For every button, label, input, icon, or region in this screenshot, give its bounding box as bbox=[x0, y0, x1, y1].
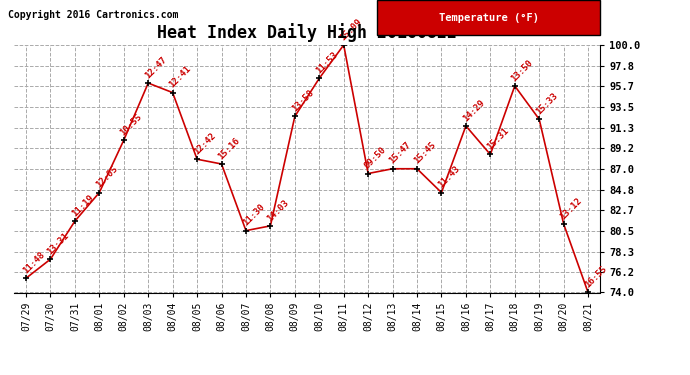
Text: 09:50: 09:50 bbox=[363, 145, 388, 171]
Text: 15:16: 15:16 bbox=[217, 136, 241, 161]
Text: 12:05: 12:05 bbox=[95, 164, 119, 190]
Text: 12:47: 12:47 bbox=[143, 55, 168, 80]
Text: 14:03: 14:03 bbox=[265, 198, 290, 223]
Text: 11:19: 11:19 bbox=[70, 193, 95, 218]
Text: 11:43: 11:43 bbox=[436, 164, 462, 190]
Text: 10:55: 10:55 bbox=[119, 112, 144, 137]
Text: 13:50: 13:50 bbox=[510, 58, 535, 83]
Text: 11:53: 11:53 bbox=[314, 50, 339, 75]
Text: 15:47: 15:47 bbox=[388, 141, 413, 166]
Text: Copyright 2016 Cartronics.com: Copyright 2016 Cartronics.com bbox=[8, 10, 178, 20]
Text: 12:42: 12:42 bbox=[192, 131, 217, 156]
Text: 12:41: 12:41 bbox=[168, 64, 193, 90]
Text: 16:55: 16:55 bbox=[583, 264, 609, 290]
Text: Temperature (°F): Temperature (°F) bbox=[439, 13, 539, 23]
Text: 13:31: 13:31 bbox=[46, 231, 70, 256]
Text: 11:30: 11:30 bbox=[241, 202, 266, 228]
FancyBboxPatch shape bbox=[377, 0, 600, 35]
Text: 15:45: 15:45 bbox=[412, 141, 437, 166]
Title: Heat Index Daily High 20160822: Heat Index Daily High 20160822 bbox=[157, 23, 457, 42]
Text: 14:29: 14:29 bbox=[461, 98, 486, 123]
Text: 13:12: 13:12 bbox=[558, 196, 584, 221]
Text: 13:58: 13:58 bbox=[290, 88, 315, 114]
Text: 15:33: 15:33 bbox=[534, 91, 560, 116]
Text: 15:09: 15:09 bbox=[339, 17, 364, 42]
Text: 11:48: 11:48 bbox=[21, 250, 46, 275]
Text: 15:31: 15:31 bbox=[485, 126, 511, 152]
